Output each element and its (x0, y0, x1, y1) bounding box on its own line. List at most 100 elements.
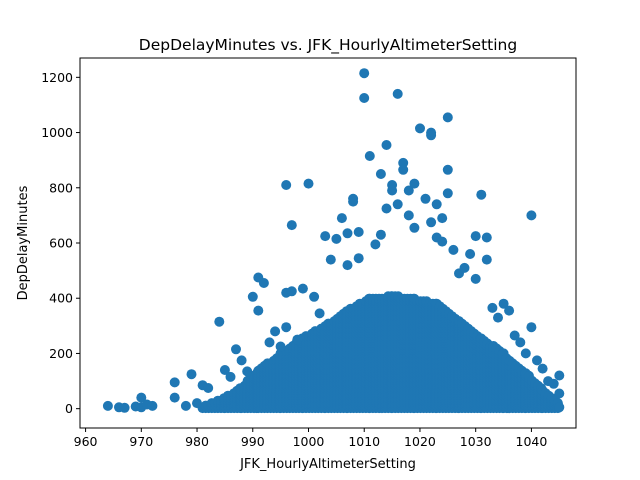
data-point (309, 291, 320, 302)
data-point (409, 178, 420, 189)
data-point (303, 178, 314, 189)
data-point (270, 326, 281, 337)
data-point (403, 210, 414, 221)
data-point (320, 231, 331, 242)
data-point (481, 232, 492, 243)
data-point (437, 213, 448, 224)
x-axis: 960 970 980 990 1000 1010 1020 1030 1040 (74, 428, 548, 449)
data-point (247, 291, 258, 302)
y-tick-label: 0 (65, 401, 73, 416)
x-tick-label: 1040 (516, 434, 548, 449)
data-point (537, 363, 548, 374)
data-point (442, 164, 453, 175)
data-point (275, 341, 286, 352)
data-point (493, 312, 503, 323)
data-point (253, 305, 264, 316)
data-point (258, 278, 269, 288)
dense-point-cloud (197, 291, 563, 414)
data-point (442, 188, 453, 199)
data-point (509, 330, 520, 341)
data-point (504, 305, 515, 316)
data-point (169, 392, 180, 403)
marker-layer (102, 68, 565, 414)
data-point (353, 227, 364, 237)
y-axis-label: DepDelayMinutes (16, 185, 31, 300)
data-point (331, 233, 342, 244)
data-point (203, 383, 214, 393)
data-point (554, 388, 565, 399)
data-point (147, 400, 158, 411)
data-point (225, 371, 236, 382)
x-tick-label: 960 (74, 434, 98, 449)
data-point (364, 151, 375, 161)
data-point (353, 253, 364, 264)
data-point (409, 222, 420, 233)
data-point (459, 262, 470, 273)
data-point (498, 298, 509, 309)
data-point (398, 164, 409, 175)
data-point (392, 88, 403, 99)
data-point (375, 229, 386, 240)
data-point (264, 337, 275, 348)
data-point (442, 112, 453, 123)
data-point (487, 302, 498, 313)
data-point (387, 185, 398, 196)
data-point (426, 130, 437, 141)
data-point (470, 273, 481, 284)
data-point (481, 254, 492, 265)
data-point (554, 370, 565, 381)
data-point (415, 123, 425, 134)
data-point (381, 140, 392, 150)
data-point (532, 355, 542, 366)
data-point (398, 157, 409, 168)
data-point (336, 213, 347, 224)
data-point (325, 254, 336, 265)
data-point (286, 286, 297, 297)
data-point (236, 355, 247, 366)
y-tick-label: 1200 (41, 70, 73, 85)
data-point (420, 193, 431, 204)
x-axis-label: JFK_HourlyAltimeterSetting (239, 457, 416, 472)
data-point (180, 400, 191, 411)
y-tick-label: 600 (49, 236, 73, 251)
data-point (342, 260, 353, 271)
data-point (297, 283, 308, 294)
x-tick-label: 1000 (293, 434, 325, 449)
y-tick-label: 1000 (41, 125, 73, 140)
data-point (169, 377, 180, 388)
data-point (448, 244, 459, 255)
data-point (231, 344, 241, 355)
data-point (375, 169, 386, 179)
data-point (431, 199, 442, 210)
data-point (136, 392, 147, 403)
x-tick-label: 990 (241, 434, 265, 449)
data-point (548, 378, 559, 389)
data-point (470, 231, 481, 242)
data-point (314, 308, 325, 319)
data-point (186, 369, 197, 380)
data-point (286, 220, 297, 231)
data-point (437, 236, 448, 247)
x-tick-label: 980 (185, 434, 209, 449)
data-point (515, 337, 526, 348)
data-point (359, 68, 370, 79)
data-point (242, 366, 253, 377)
y-tick-label: 800 (49, 180, 73, 195)
axes-frame (79, 57, 577, 429)
x-tick-label: 1030 (460, 434, 492, 449)
data-point (119, 402, 130, 413)
data-point (281, 180, 292, 190)
data-point (192, 398, 202, 409)
data-point (520, 348, 531, 359)
data-point (392, 199, 403, 210)
x-tick-label: 1010 (348, 434, 380, 449)
data-point (102, 400, 113, 411)
data-point (370, 239, 381, 250)
chart-title: DepDelayMinutes vs. JFK_HourlyAltimeterS… (139, 36, 517, 55)
x-tick-label: 970 (129, 434, 153, 449)
data-point (554, 402, 565, 413)
data-point (426, 217, 437, 228)
data-point (281, 322, 292, 333)
data-point (526, 210, 537, 221)
